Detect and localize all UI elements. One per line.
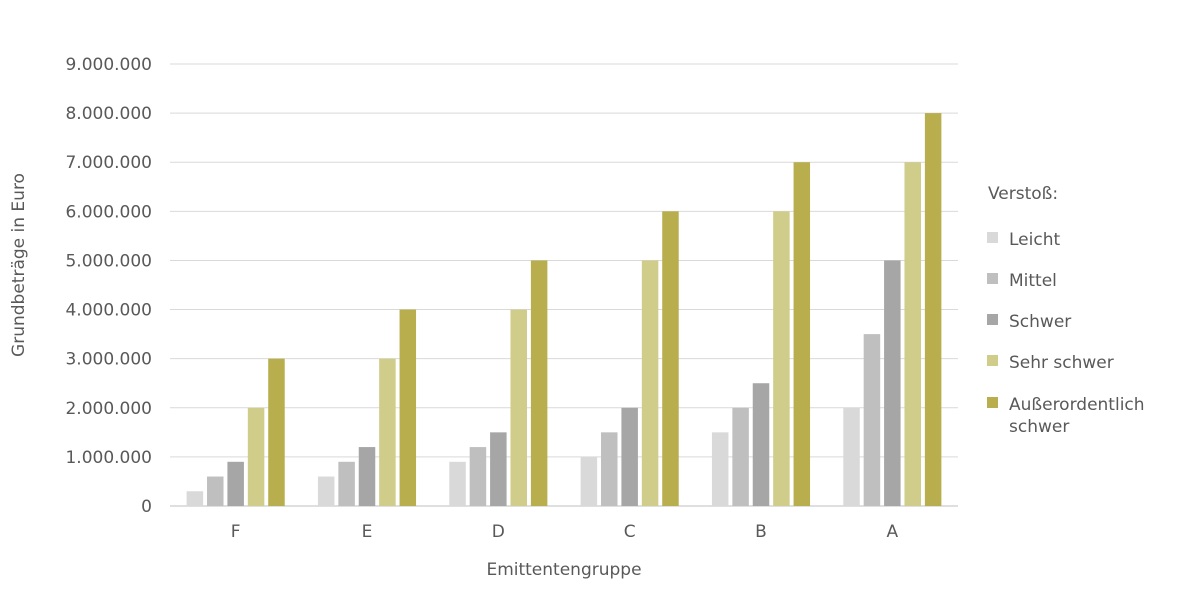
y-axis-ticks: 0 1.000.000 2.000.000 3.000.000 4.000.000 5.0… <box>65 55 152 517</box>
x-tick-label: E <box>362 522 373 542</box>
x-tick-label: A <box>887 522 899 542</box>
bar-E-4 <box>399 309 417 506</box>
bar-F-4 <box>268 358 285 506</box>
legend-label: Außerordentlich schwer <box>1009 395 1145 437</box>
y-tick-label: 1.000.000 <box>65 448 152 468</box>
y-tick-label: 4.000.000 <box>65 301 152 321</box>
bars <box>186 113 942 507</box>
bar-C-2 <box>621 407 638 506</box>
legend-label: Mittel <box>1009 271 1057 291</box>
legend-title: Verstoß: <box>988 184 1058 204</box>
legend-swatch <box>987 314 998 325</box>
bar-D-0 <box>449 461 466 506</box>
legend-label: Sehr schwer <box>1009 353 1114 373</box>
bar-C-0 <box>580 456 598 506</box>
bar-F-0 <box>186 491 204 506</box>
x-tick-label: F <box>231 522 241 542</box>
bar-E-0 <box>317 476 335 506</box>
bar-B-2 <box>752 383 770 506</box>
x-tick-label: D <box>492 522 505 542</box>
bar-A-4 <box>924 113 942 506</box>
legend-swatch <box>987 273 998 284</box>
bar-E-3 <box>379 358 396 506</box>
y-tick-label: 0 <box>141 497 152 517</box>
y-tick-label: 7.000.000 <box>65 153 152 173</box>
bar-C-3 <box>641 260 659 506</box>
bar-B-1 <box>732 407 749 506</box>
bar-E-2 <box>358 447 376 506</box>
bar-A-1 <box>863 334 881 506</box>
legend-swatch <box>987 355 998 366</box>
bar-B-3 <box>773 211 790 507</box>
bar-F-2 <box>227 461 244 506</box>
y-tick-label: 9.000.000 <box>65 55 152 75</box>
gridlines <box>170 63 958 507</box>
bar-F-1 <box>207 476 224 506</box>
bar-C-1 <box>601 432 618 506</box>
legend-items: Leicht Mittel Schwer Sehr schwer Außerordent… <box>987 230 1145 437</box>
bar-B-0 <box>711 432 729 506</box>
y-axis-title: Grundbeträge in Euro <box>9 173 29 357</box>
legend-swatch <box>987 232 998 243</box>
bar-D-4 <box>530 260 548 506</box>
y-tick-label: 8.000.000 <box>65 104 152 124</box>
x-axis-title: Emittentengruppe <box>486 560 641 580</box>
bar-D-1 <box>469 447 487 506</box>
bar-F-3 <box>247 407 265 506</box>
bar-C-4 <box>662 211 679 507</box>
bar-D-2 <box>490 432 507 506</box>
x-tick-label: B <box>755 522 767 542</box>
bar-D-3 <box>510 309 527 506</box>
y-tick-label: 2.000.000 <box>65 399 152 419</box>
y-tick-label: 6.000.000 <box>65 202 152 222</box>
legend: Verstoß: Leicht Mittel Schwer Sehr schwer Au… <box>987 184 1145 437</box>
bar-B-4 <box>793 162 811 506</box>
bar-A-0 <box>843 407 860 506</box>
legend-label: Leicht <box>1009 230 1060 250</box>
x-tick-label: C <box>624 522 636 542</box>
y-tick-label: 3.000.000 <box>65 350 152 370</box>
legend-swatch <box>987 397 998 408</box>
y-tick-label: 5.000.000 <box>65 251 152 271</box>
bar-E-1 <box>338 461 355 506</box>
bar-A-3 <box>904 162 921 506</box>
legend-label: Schwer <box>1009 312 1071 332</box>
bar-A-2 <box>884 260 901 506</box>
